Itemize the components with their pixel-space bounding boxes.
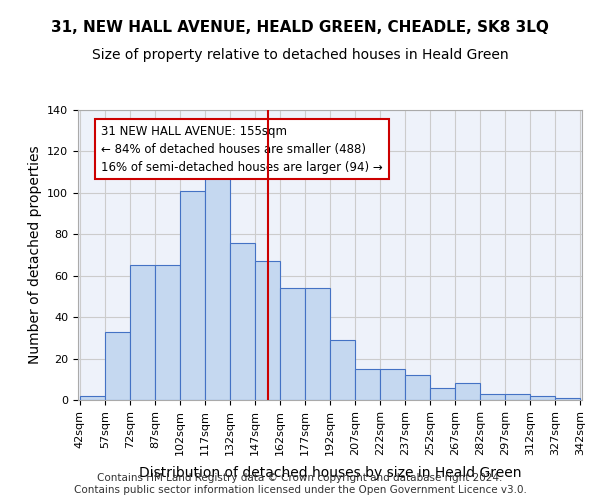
Bar [255, 261, 280, 400]
Bar [530, 396, 555, 400]
Bar [405, 375, 430, 400]
Bar [80, 396, 105, 400]
Bar [305, 288, 330, 400]
Text: 31 NEW HALL AVENUE: 155sqm
← 84% of detached houses are smaller (488)
16% of sem: 31 NEW HALL AVENUE: 155sqm ← 84% of deta… [101, 124, 383, 174]
Text: 31, NEW HALL AVENUE, HEALD GREEN, CHEADLE, SK8 3LQ: 31, NEW HALL AVENUE, HEALD GREEN, CHEADL… [51, 20, 549, 35]
Bar [330, 340, 355, 400]
Bar [480, 394, 505, 400]
Bar [280, 288, 305, 400]
Bar [130, 266, 155, 400]
Bar [380, 369, 405, 400]
Bar [455, 384, 480, 400]
Bar [555, 398, 580, 400]
Bar [105, 332, 130, 400]
Bar [430, 388, 455, 400]
Text: Contains HM Land Registry data © Crown copyright and database right 2024.
Contai: Contains HM Land Registry data © Crown c… [74, 474, 526, 495]
Bar [180, 191, 205, 400]
X-axis label: Distribution of detached houses by size in Heald Green: Distribution of detached houses by size … [139, 466, 521, 480]
Bar [505, 394, 530, 400]
Bar [230, 242, 255, 400]
Bar [205, 164, 230, 400]
Y-axis label: Number of detached properties: Number of detached properties [28, 146, 41, 364]
Bar [155, 266, 180, 400]
Bar [355, 369, 380, 400]
Text: Size of property relative to detached houses in Heald Green: Size of property relative to detached ho… [92, 48, 508, 62]
